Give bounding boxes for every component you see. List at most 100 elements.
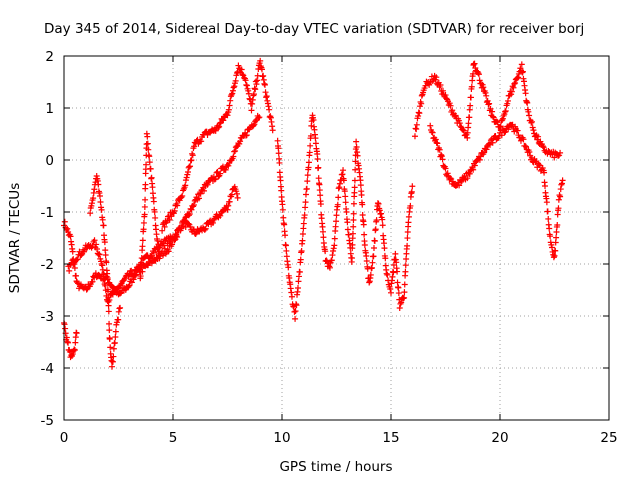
y-axis-label: SDTVAR / TECUs bbox=[7, 183, 23, 293]
data-point bbox=[138, 261, 145, 268]
data-point bbox=[475, 71, 482, 78]
data-point bbox=[165, 248, 172, 255]
data-point bbox=[252, 86, 259, 93]
data-point bbox=[482, 89, 489, 96]
data-point bbox=[140, 226, 147, 233]
data-point bbox=[344, 219, 351, 226]
x-axis-label: GPS time / hours bbox=[279, 459, 392, 475]
data-point bbox=[71, 347, 78, 354]
data-point bbox=[73, 330, 80, 337]
data-point bbox=[249, 96, 256, 103]
data-point bbox=[210, 216, 217, 223]
plot-frame bbox=[63, 55, 610, 421]
data-point bbox=[529, 124, 536, 131]
data-point bbox=[465, 120, 472, 127]
series-late-lower bbox=[427, 121, 566, 261]
data-point bbox=[204, 181, 211, 188]
data-point bbox=[553, 228, 560, 235]
data-point bbox=[318, 215, 325, 222]
data-point bbox=[288, 293, 295, 300]
data-point bbox=[300, 220, 307, 227]
data-point bbox=[522, 143, 529, 150]
data-point bbox=[317, 192, 324, 199]
data-point bbox=[105, 308, 112, 315]
data-point bbox=[350, 210, 357, 217]
data-point bbox=[439, 87, 446, 94]
data-point bbox=[209, 219, 216, 226]
data-point bbox=[282, 232, 289, 239]
data-point bbox=[360, 221, 367, 228]
data-point bbox=[354, 152, 361, 159]
data-point bbox=[429, 129, 436, 136]
y-tick-label: -5 bbox=[41, 413, 54, 429]
data-point bbox=[409, 183, 416, 190]
data-point bbox=[151, 208, 158, 215]
data-point bbox=[237, 138, 244, 145]
data-point bbox=[481, 149, 488, 156]
data-point bbox=[96, 192, 103, 199]
data-point bbox=[248, 107, 255, 114]
data-point bbox=[554, 222, 561, 229]
data-point bbox=[294, 284, 301, 291]
data-point bbox=[74, 279, 81, 286]
data-point bbox=[358, 191, 365, 198]
data-point bbox=[71, 346, 78, 353]
data-point bbox=[444, 170, 451, 177]
data-point bbox=[367, 271, 374, 278]
data-point bbox=[375, 200, 382, 207]
data-point bbox=[255, 114, 262, 121]
data-point bbox=[156, 255, 163, 262]
data-point bbox=[213, 169, 220, 176]
data-point bbox=[139, 243, 146, 250]
data-point bbox=[216, 123, 223, 130]
data-point bbox=[442, 92, 449, 99]
data-point bbox=[460, 127, 467, 134]
data-point bbox=[502, 108, 509, 115]
data-point bbox=[106, 320, 113, 327]
data-point bbox=[276, 159, 283, 166]
data-point bbox=[329, 252, 336, 259]
data-point bbox=[439, 156, 446, 163]
data-point bbox=[530, 127, 537, 134]
y-tick-label: -4 bbox=[41, 361, 54, 377]
data-point bbox=[105, 288, 112, 295]
data-point bbox=[161, 223, 168, 230]
data-point bbox=[550, 254, 557, 261]
data-point bbox=[231, 83, 238, 90]
data-point bbox=[183, 174, 190, 181]
data-point bbox=[277, 177, 284, 184]
data-point bbox=[116, 305, 123, 312]
data-point bbox=[387, 286, 394, 293]
data-point bbox=[490, 114, 497, 121]
data-point bbox=[558, 181, 565, 188]
data-point bbox=[379, 216, 386, 223]
data-point bbox=[493, 118, 500, 125]
data-point bbox=[253, 81, 260, 88]
x-tick-label: 0 bbox=[60, 430, 69, 446]
data-point bbox=[279, 201, 286, 208]
data-point bbox=[215, 173, 222, 180]
data-point bbox=[147, 165, 154, 172]
data-point bbox=[71, 264, 78, 271]
data-point bbox=[185, 212, 192, 219]
data-point bbox=[508, 88, 515, 95]
data-point bbox=[376, 207, 383, 214]
data-point bbox=[261, 81, 268, 88]
data-point bbox=[404, 229, 411, 236]
data-point bbox=[359, 201, 366, 208]
data-point bbox=[544, 208, 551, 215]
data-point bbox=[475, 69, 482, 76]
series-spike-early bbox=[61, 319, 80, 361]
data-point bbox=[150, 249, 157, 256]
data-point bbox=[125, 283, 132, 290]
data-point bbox=[433, 74, 440, 81]
data-point bbox=[342, 193, 349, 200]
data-point bbox=[197, 190, 204, 197]
data-point bbox=[331, 235, 338, 242]
data-point bbox=[526, 148, 533, 155]
data-point bbox=[225, 162, 232, 169]
data-point bbox=[511, 80, 518, 87]
data-point bbox=[534, 136, 541, 143]
data-point bbox=[322, 248, 329, 255]
data-point bbox=[555, 205, 562, 212]
